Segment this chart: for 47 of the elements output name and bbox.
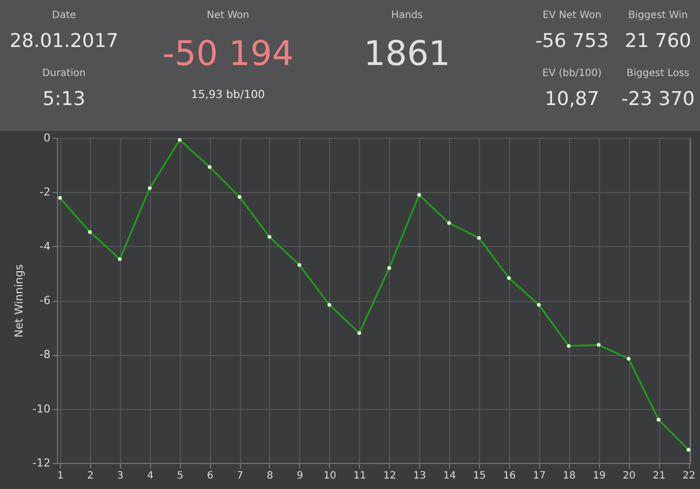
x-tick-label: 4 bbox=[147, 470, 154, 482]
text: Biggest Loss bbox=[626, 68, 690, 79]
text: -23 370 bbox=[621, 88, 695, 110]
x-tick-label: 2 bbox=[87, 470, 94, 482]
y-tick-label: -10 bbox=[32, 402, 50, 416]
x-tick-label: 22 bbox=[682, 470, 696, 482]
x-tick-label: 21 bbox=[652, 470, 666, 482]
x-tick-label: 15 bbox=[473, 470, 486, 482]
y-tick-label: -6 bbox=[40, 294, 50, 307]
text: Net Won bbox=[206, 10, 250, 21]
text: Date bbox=[52, 10, 76, 21]
x-tick-label: 3 bbox=[117, 470, 124, 482]
x-tick-label: 20 bbox=[622, 470, 636, 482]
x-tick-label: 14 bbox=[443, 470, 456, 482]
text: 10,87 bbox=[544, 88, 600, 110]
y-tick-label: -8 bbox=[40, 348, 50, 362]
x-tick-label: 16 bbox=[503, 470, 516, 482]
text: EV (bb/100) bbox=[542, 68, 602, 79]
x-tick-label: 10 bbox=[323, 470, 336, 482]
text: EV Net Won bbox=[542, 10, 602, 21]
y-axis-title: Net Winnings bbox=[12, 264, 26, 338]
x-tick-label: 9 bbox=[296, 470, 304, 482]
y-tick-label: -12 bbox=[32, 456, 50, 470]
y-tick-label: -2 bbox=[40, 186, 50, 199]
text: Biggest Win bbox=[628, 10, 688, 21]
x-tick-label: 12 bbox=[383, 470, 396, 482]
x-tick-label: 6 bbox=[206, 470, 214, 482]
text: 28.01.2017 bbox=[10, 30, 118, 52]
y-tick-label: -4 bbox=[40, 240, 50, 253]
text: -50 194 bbox=[162, 34, 294, 74]
text: 15,93 bb/100 bbox=[191, 88, 265, 101]
x-tick-label: 13 bbox=[413, 470, 426, 482]
x-tick-label: 1 bbox=[57, 470, 64, 482]
x-tick-label: 11 bbox=[353, 470, 366, 482]
y-tick-label: 0 bbox=[44, 132, 50, 144]
x-tick-label: 17 bbox=[532, 470, 546, 482]
x-tick-label: 7 bbox=[236, 470, 244, 482]
x-tick-label: 5 bbox=[177, 470, 184, 482]
x-tick-label: 8 bbox=[266, 470, 274, 482]
text: 5:13 bbox=[42, 88, 86, 110]
x-tick-label: 19 bbox=[592, 470, 606, 482]
text: Hands bbox=[391, 10, 423, 21]
text: 21 760 bbox=[624, 30, 692, 52]
text: -56 753 bbox=[535, 30, 609, 52]
x-tick-label: 18 bbox=[562, 470, 576, 482]
text: Duration bbox=[42, 68, 86, 79]
text: 1861 bbox=[364, 34, 450, 74]
